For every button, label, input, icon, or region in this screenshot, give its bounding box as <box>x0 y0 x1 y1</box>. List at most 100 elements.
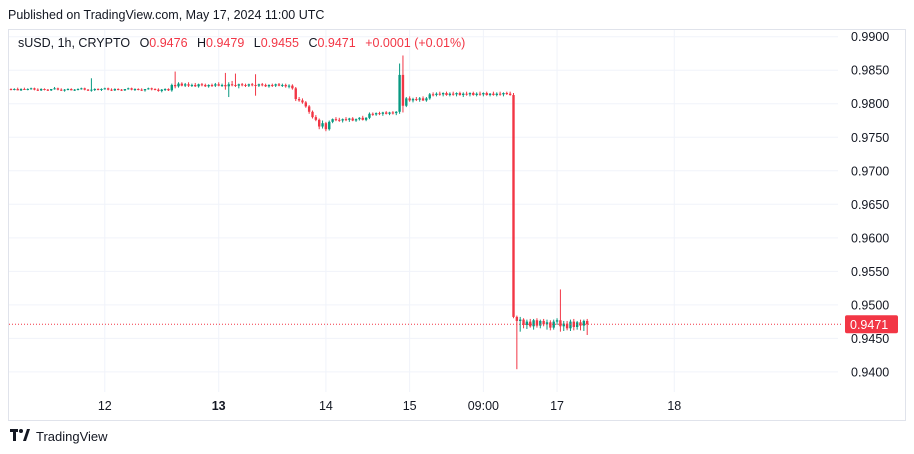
candle-body <box>106 88 110 90</box>
candle-body <box>448 93 452 96</box>
candle-body <box>50 88 53 91</box>
candle <box>515 315 519 370</box>
candle <box>36 88 39 92</box>
candle-body <box>358 117 361 120</box>
x-tick-label: 17 <box>550 399 564 413</box>
candle <box>579 319 582 331</box>
candle-body <box>167 88 170 91</box>
open-label: O <box>139 36 150 50</box>
candle <box>137 88 140 91</box>
candle-body <box>502 93 505 95</box>
candle-body <box>251 84 254 86</box>
candle <box>586 318 589 336</box>
candle-body <box>441 93 445 95</box>
open-value: 0.9476 <box>149 36 188 50</box>
candle <box>569 319 572 331</box>
candle <box>559 289 562 332</box>
candle-body <box>468 93 472 95</box>
candle-body <box>301 100 304 103</box>
y-tick-label: 0.9850 <box>851 64 889 78</box>
candle <box>207 84 210 88</box>
candle <box>200 82 204 87</box>
candle <box>113 88 117 92</box>
candle-body <box>542 320 545 325</box>
candle-body <box>381 112 385 114</box>
candle <box>29 87 33 90</box>
candle <box>408 96 411 102</box>
candle-body <box>204 84 207 87</box>
candle <box>381 111 385 116</box>
candle-body <box>261 84 264 86</box>
candle <box>100 88 103 92</box>
candle-body <box>529 321 532 327</box>
candle <box>291 84 294 90</box>
candle-body <box>214 84 217 86</box>
candle-body <box>478 93 482 95</box>
candle <box>364 117 368 122</box>
candle <box>304 101 307 108</box>
candle-body <box>421 98 425 101</box>
candle <box>274 83 277 87</box>
candle-body <box>103 88 106 90</box>
candle-body <box>274 84 277 86</box>
candle <box>395 111 398 116</box>
candle-body <box>86 89 90 91</box>
candle <box>43 88 46 91</box>
candle-body <box>90 89 93 91</box>
symbol-label: sUSD, 1h, CRYPTO <box>18 36 131 50</box>
candle <box>348 117 351 122</box>
candle <box>425 97 428 102</box>
candle-body <box>458 93 462 96</box>
candle-body <box>508 93 512 96</box>
candle <box>314 115 318 122</box>
y-tick-label: 0.9600 <box>851 231 889 245</box>
candle <box>415 97 418 102</box>
candle <box>194 82 197 87</box>
candle <box>361 115 364 121</box>
candle-body <box>240 84 244 86</box>
candle-body <box>113 88 117 91</box>
candle-body <box>83 88 86 90</box>
candle-body <box>271 84 274 86</box>
candle <box>267 84 271 88</box>
candle-body <box>344 119 348 121</box>
candle <box>374 112 378 116</box>
overlay: 0.9471 <box>9 315 898 334</box>
candle-body <box>190 84 194 86</box>
candle-body <box>495 93 498 96</box>
candle-body <box>338 119 341 121</box>
candle <box>86 88 90 92</box>
candle <box>33 87 36 91</box>
candle <box>153 88 157 91</box>
candle-body <box>492 93 495 96</box>
candle <box>485 91 488 96</box>
candle-body <box>425 98 428 101</box>
candle-body <box>401 74 405 106</box>
candle <box>80 87 83 90</box>
candle-body <box>482 93 485 95</box>
candle <box>13 88 16 91</box>
candle-body <box>545 322 549 325</box>
candle <box>522 318 525 329</box>
candle-body <box>123 88 127 91</box>
candle <box>391 111 395 115</box>
candle-body <box>465 93 468 95</box>
candle-body <box>257 84 261 86</box>
candle <box>525 319 529 329</box>
candle <box>103 87 106 90</box>
candle-body <box>522 319 525 325</box>
candle-body <box>153 88 157 90</box>
candle <box>244 83 247 87</box>
candle <box>90 78 93 92</box>
candle <box>508 91 512 96</box>
candle <box>167 88 170 92</box>
candle-body <box>237 84 240 86</box>
candle <box>157 88 160 92</box>
candle <box>324 121 328 132</box>
candle <box>217 82 220 87</box>
candle <box>257 83 261 87</box>
candle-body <box>385 112 388 114</box>
candle-body <box>582 320 586 326</box>
footer-brand[interactable]: TradingView <box>10 428 108 444</box>
